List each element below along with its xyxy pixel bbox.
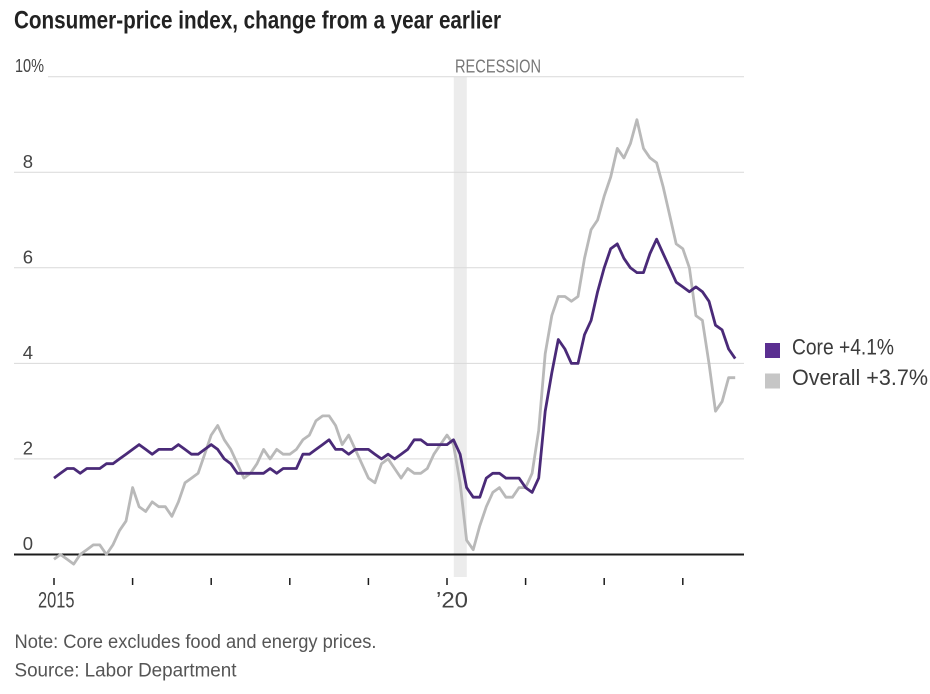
svg-text:Note: Core excludes food and e: Note: Core excludes food and energy pric… bbox=[15, 632, 377, 653]
svg-text:8: 8 bbox=[23, 151, 33, 172]
svg-text:6: 6 bbox=[23, 246, 33, 267]
svg-text:4: 4 bbox=[23, 342, 33, 363]
svg-text:10%: 10% bbox=[15, 55, 44, 76]
svg-text:Overall +3.7%: Overall +3.7% bbox=[792, 365, 928, 390]
svg-text:Core +4.1%: Core +4.1% bbox=[792, 335, 894, 360]
svg-text:Consumer-price index, change f: Consumer-price index, change from a year… bbox=[14, 7, 501, 35]
svg-text:’20: ’20 bbox=[436, 588, 468, 613]
svg-text:0: 0 bbox=[23, 533, 33, 554]
svg-text:RECESSION: RECESSION bbox=[455, 55, 541, 76]
svg-text:Source: Labor Department: Source: Labor Department bbox=[15, 661, 238, 682]
svg-text:2015: 2015 bbox=[38, 588, 75, 613]
svg-text:2: 2 bbox=[23, 438, 33, 459]
